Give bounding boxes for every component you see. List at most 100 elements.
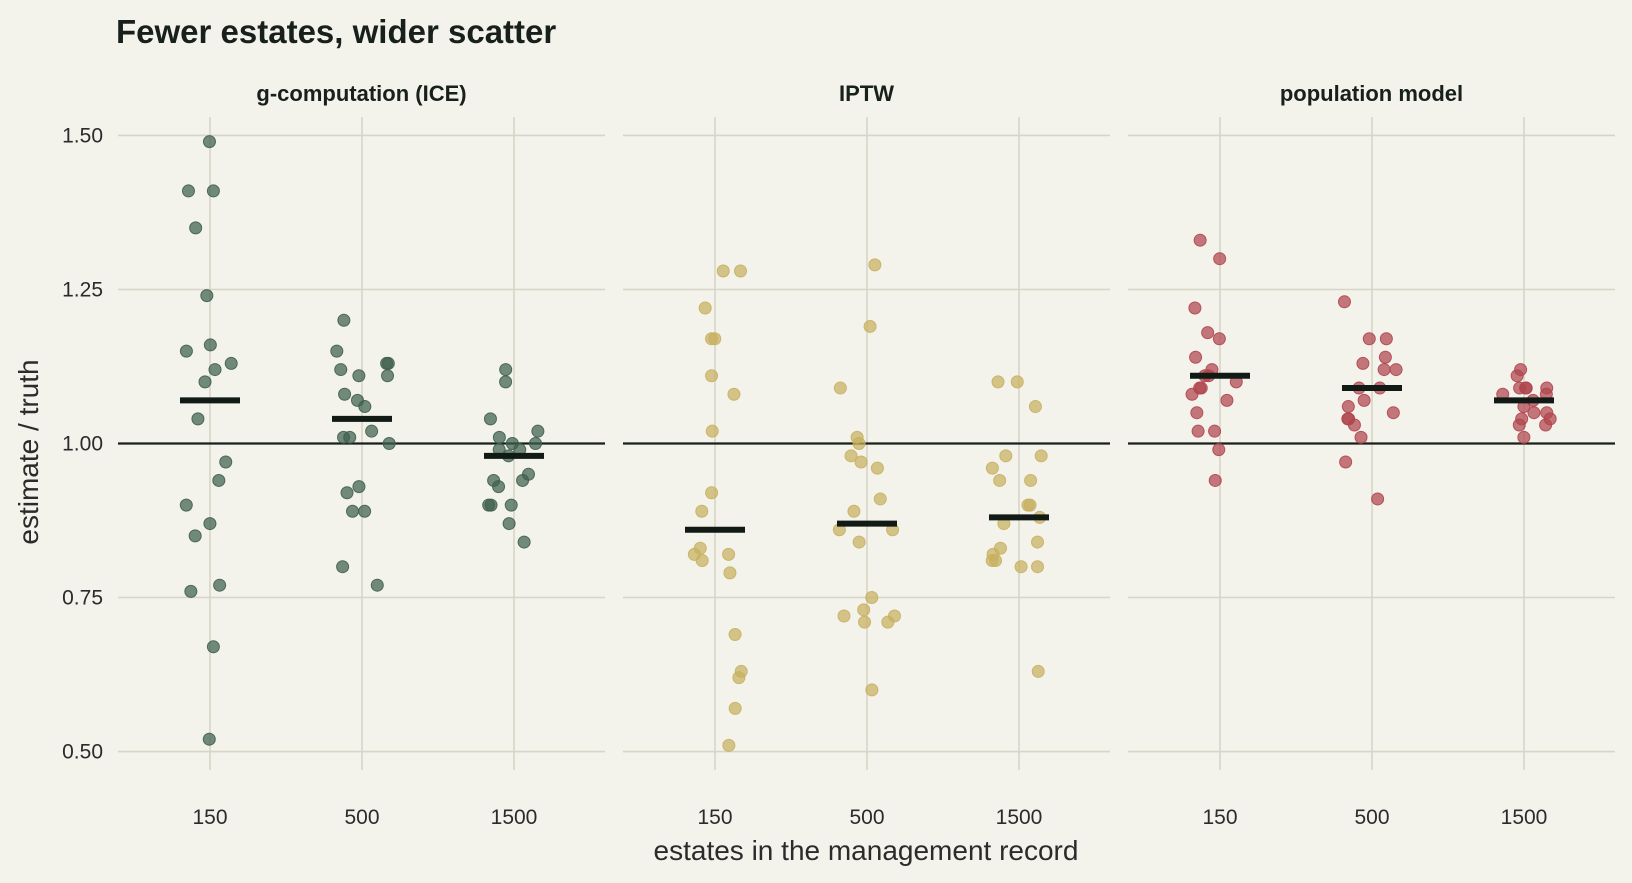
data-point bbox=[1341, 400, 1355, 414]
data-point bbox=[698, 301, 712, 315]
data-point bbox=[212, 473, 226, 487]
data-point bbox=[993, 473, 1007, 487]
data-point bbox=[381, 369, 395, 383]
data-point bbox=[1379, 332, 1393, 346]
data-point bbox=[852, 437, 866, 450]
data-point bbox=[483, 412, 497, 426]
data-point bbox=[1193, 233, 1207, 247]
data-point bbox=[863, 319, 877, 333]
data-point bbox=[499, 375, 513, 389]
data-point bbox=[352, 369, 366, 383]
panel-1: g-computation (ICE) 150 500 1500 bbox=[118, 81, 605, 829]
chart-panels: g-computation (ICE) 150 500 1500 IPTW 150 500 1… bbox=[118, 81, 1615, 829]
data-point bbox=[868, 258, 882, 272]
data-point bbox=[852, 535, 866, 549]
data-point bbox=[381, 356, 395, 370]
data-point bbox=[1371, 492, 1385, 506]
data-point bbox=[499, 363, 513, 377]
data-point bbox=[531, 424, 545, 438]
data-point bbox=[833, 381, 847, 395]
y-tick-label: 1.00 bbox=[62, 433, 103, 456]
x-tick-label: 500 bbox=[344, 806, 379, 829]
y-tick-label: 1.25 bbox=[62, 278, 103, 301]
data-point bbox=[865, 591, 879, 605]
data-point bbox=[1014, 560, 1028, 574]
data-point bbox=[219, 455, 233, 469]
data-point bbox=[1510, 369, 1524, 383]
data-point bbox=[198, 375, 212, 389]
data-point bbox=[529, 437, 543, 450]
data-point bbox=[1362, 332, 1376, 346]
data-point bbox=[224, 356, 238, 370]
data-point bbox=[1028, 400, 1042, 414]
panel-title: g-computation (ICE) bbox=[256, 81, 466, 106]
data-point bbox=[991, 375, 1005, 389]
data-point bbox=[191, 412, 205, 426]
data-point bbox=[352, 480, 366, 494]
data-point bbox=[1213, 252, 1227, 266]
panel-3: population model 150 500 1500 bbox=[1128, 81, 1615, 829]
data-point bbox=[881, 615, 895, 629]
x-tick-label: 500 bbox=[1354, 806, 1389, 829]
data-point bbox=[1191, 424, 1205, 438]
data-point bbox=[727, 387, 741, 401]
data-point bbox=[330, 344, 344, 358]
data-point bbox=[985, 554, 999, 568]
data-point bbox=[1539, 418, 1553, 432]
data-point bbox=[1356, 356, 1370, 370]
data-point bbox=[695, 504, 709, 518]
data-point bbox=[370, 578, 384, 592]
data-point bbox=[705, 424, 719, 438]
data-point bbox=[1389, 363, 1403, 377]
data-point bbox=[1212, 443, 1226, 457]
data-point bbox=[492, 480, 506, 494]
data-point bbox=[1513, 381, 1527, 395]
chart-title: Fewer estates, wider scatter bbox=[116, 13, 556, 50]
panel-2: IPTW 150 500 1500 bbox=[623, 81, 1110, 829]
data-point bbox=[337, 430, 351, 444]
data-point bbox=[1024, 473, 1038, 487]
data-point bbox=[202, 732, 216, 746]
data-point bbox=[733, 264, 747, 278]
data-point bbox=[504, 498, 518, 512]
data-point bbox=[1031, 560, 1045, 574]
data-point bbox=[844, 449, 858, 463]
x-tick-label: 1500 bbox=[1501, 806, 1548, 829]
data-point bbox=[338, 387, 352, 401]
data-point bbox=[1212, 332, 1226, 346]
data-point bbox=[1527, 406, 1541, 420]
data-point bbox=[188, 529, 202, 543]
data-point bbox=[985, 461, 999, 475]
x-tick-label: 1500 bbox=[996, 806, 1043, 829]
x-tick-label: 500 bbox=[849, 806, 884, 829]
data-point bbox=[340, 486, 354, 500]
data-point bbox=[206, 184, 220, 198]
y-tick-label: 0.75 bbox=[62, 587, 103, 610]
data-point bbox=[200, 289, 214, 303]
data-point bbox=[1354, 430, 1368, 444]
data-point bbox=[847, 504, 861, 518]
data-point bbox=[708, 332, 722, 346]
data-point bbox=[873, 492, 887, 506]
data-point bbox=[858, 615, 872, 629]
data-point bbox=[482, 498, 496, 512]
data-point bbox=[358, 504, 372, 518]
data-point bbox=[502, 517, 516, 531]
data-point bbox=[181, 184, 195, 198]
data-point bbox=[1386, 406, 1400, 420]
data-point bbox=[854, 455, 868, 469]
data-point bbox=[728, 701, 742, 715]
data-point bbox=[1194, 381, 1208, 395]
panel-title: population model bbox=[1280, 81, 1463, 106]
data-point bbox=[1189, 350, 1203, 364]
data-point bbox=[870, 461, 884, 475]
data-point bbox=[1377, 363, 1391, 377]
data-point bbox=[346, 504, 360, 518]
data-point bbox=[723, 566, 737, 580]
data-point bbox=[179, 498, 193, 512]
data-point bbox=[1208, 424, 1222, 438]
data-point bbox=[1357, 393, 1371, 407]
data-point bbox=[203, 338, 217, 352]
y-axis-ticks: 0.50 0.75 1.00 1.25 1.50 bbox=[62, 124, 103, 763]
